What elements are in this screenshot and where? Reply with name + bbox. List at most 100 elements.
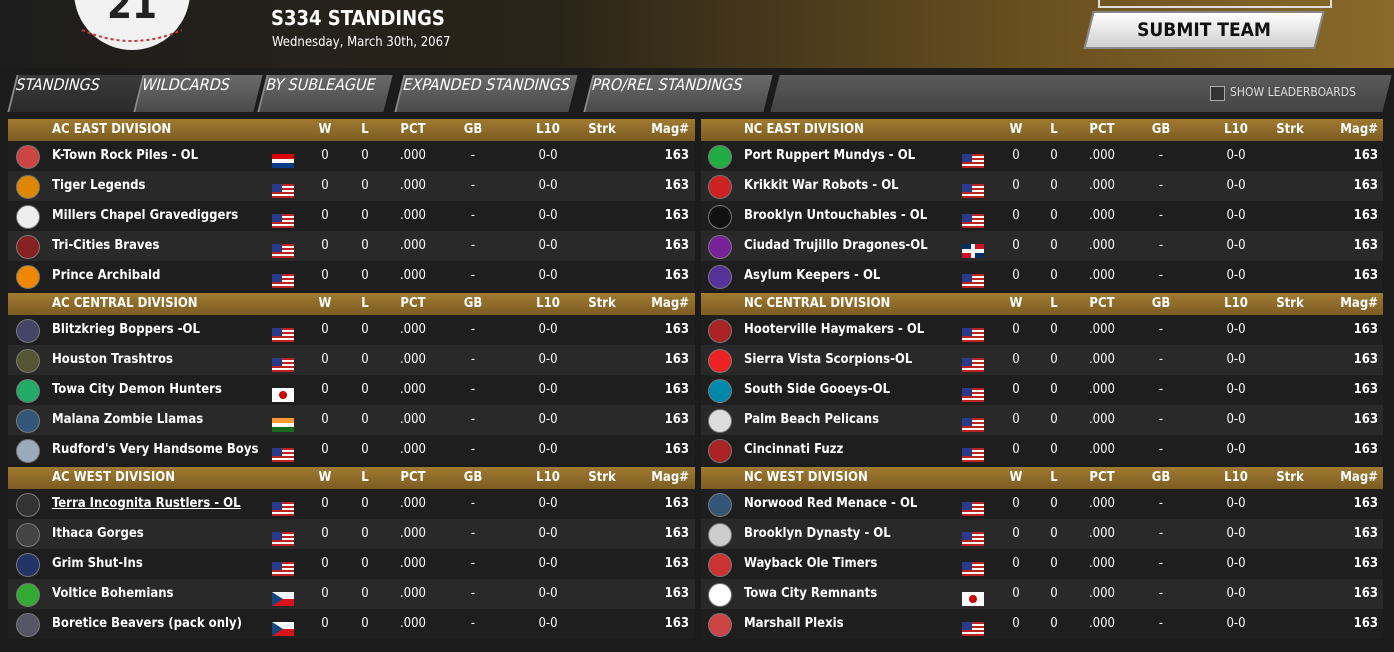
team-name[interactable]: Towa City Demon Hunters (52, 382, 222, 397)
stat-l: 0 (1050, 442, 1058, 457)
team-name[interactable]: Krikkit War Robots - OL (744, 178, 899, 193)
column-header: W (1009, 296, 1023, 311)
flag (272, 618, 294, 636)
team-name[interactable]: Marshall Plexis (744, 616, 844, 631)
column-header: PCT (1089, 470, 1115, 485)
submit-button[interactable]: SUBMIT TEAM (1083, 11, 1325, 49)
stat-w: 0 (321, 412, 329, 427)
stat-w: 0 (321, 238, 329, 253)
flag (962, 180, 984, 198)
tab[interactable]: BY SUBLEAGUE (257, 75, 393, 112)
column-header: L10 (536, 122, 560, 137)
stat-w: 0 (1012, 208, 1020, 223)
stat-l10: 0-0 (538, 382, 558, 397)
team-row: Marshall Plexis 0 0 .000 - 0-0 163 (701, 609, 1383, 639)
team-logo (16, 523, 40, 547)
team-name[interactable]: Norwood Red Menace - OL (744, 496, 918, 511)
column-header: Mag# (1340, 296, 1378, 311)
team-name[interactable]: Malana Zombie Llamas (52, 412, 204, 427)
team-row: Tiger Legends 0 0 .000 - 0-0 163 (8, 171, 695, 201)
team-name[interactable]: Cincinnati Fuzz (744, 442, 844, 457)
team-logo (708, 379, 732, 403)
stat-l10: 0-0 (1226, 556, 1246, 571)
stat-gb: - (1158, 412, 1164, 427)
team-name[interactable]: Voltice Bohemians (52, 586, 174, 601)
team-name[interactable]: Brooklyn Dynasty - OL (744, 526, 891, 541)
team-name[interactable]: Ciudad Trujillo Dragones-OL (744, 238, 928, 253)
team-name[interactable]: Palm Beach Pelicans (744, 412, 880, 427)
tab[interactable]: WILDCARDS (133, 75, 263, 112)
division-header: NC WEST DIVISION W L PCT GB L10 Strk Mag# (701, 467, 1383, 489)
stat-l: 0 (361, 382, 369, 397)
column-header: Mag# (1340, 122, 1378, 137)
column-header: GB (463, 122, 483, 137)
stat-mag: 163 (664, 352, 689, 367)
tab[interactable]: EXPANDED STANDINGS (394, 75, 578, 112)
stat-w: 0 (321, 586, 329, 601)
stat-l10: 0-0 (538, 586, 558, 601)
stat-w: 0 (321, 322, 329, 337)
team-name[interactable]: Tiger Legends (52, 178, 146, 193)
stat-w: 0 (1012, 496, 1020, 511)
stat-l: 0 (1050, 382, 1058, 397)
stat-pct: .000 (1088, 178, 1116, 193)
team-name[interactable]: Millers Chapel Gravediggers (52, 208, 239, 223)
button-frame (1098, 0, 1332, 8)
team-name[interactable]: Brooklyn Untouchables - OL (744, 208, 928, 223)
tab-label: BY SUBLEAGUE (263, 75, 378, 94)
flag (272, 528, 294, 546)
stat-l10: 0-0 (1226, 496, 1246, 511)
team-row: Brooklyn Untouchables - OL 0 0 .000 - 0-0 163 (701, 201, 1383, 231)
stat-w: 0 (1012, 148, 1020, 163)
stat-gb: - (1158, 178, 1164, 193)
team-logo (16, 379, 40, 403)
team-row: Voltice Bohemians 0 0 .000 - 0-0 163 (8, 579, 695, 609)
team-name[interactable]: Hooterville Haymakers - OL (744, 322, 925, 337)
stat-w: 0 (321, 268, 329, 283)
team-name[interactable]: Blitzkrieg Boppers -OL (52, 322, 200, 337)
tab-label: PRO/REL STANDINGS (589, 75, 745, 94)
team-name[interactable]: Ithaca Gorges (52, 526, 144, 541)
stat-l: 0 (1050, 496, 1058, 511)
team-row: Cincinnati Fuzz 0 0 .000 - 0-0 163 (701, 435, 1383, 465)
team-logo (708, 319, 732, 343)
team-name[interactable]: Terra Incognita Rustlers - OL (52, 496, 241, 511)
tab[interactable]: PRO/REL STANDINGS (583, 75, 773, 112)
tab[interactable]: STANDINGS (7, 75, 143, 112)
flag (962, 444, 984, 462)
stat-mag: 163 (1353, 586, 1378, 601)
stat-l: 0 (1050, 322, 1058, 337)
team-name[interactable]: Wayback Ole Timers (744, 556, 878, 571)
team-logo (708, 235, 732, 259)
leaderboards-label[interactable]: SHOW LEADERBOARDS (1230, 85, 1356, 99)
team-name[interactable]: Rudford's Very Handsome Boys (52, 442, 259, 457)
team-logo (708, 439, 732, 463)
stat-l: 0 (1050, 556, 1058, 571)
team-name[interactable]: Sierra Vista Scorpions-OL (744, 352, 913, 367)
stat-pct: .000 (1088, 208, 1116, 223)
stat-l10: 0-0 (538, 208, 558, 223)
stat-w: 0 (321, 442, 329, 457)
team-name[interactable]: Grim Shut-Ins (52, 556, 143, 571)
team-name[interactable]: Towa City Remnants (744, 586, 878, 601)
team-name[interactable]: Asylum Keepers - OL (744, 268, 881, 283)
team-name[interactable]: Port Ruppert Mundys - OL (744, 148, 916, 163)
stat-l10: 0-0 (1226, 526, 1246, 541)
stat-pct: .000 (399, 526, 427, 541)
stat-gb: - (1158, 586, 1164, 601)
stat-l10: 0-0 (538, 412, 558, 427)
team-name[interactable]: K-Town Rock Piles - OL (52, 148, 199, 163)
stat-mag: 163 (664, 526, 689, 541)
stat-w: 0 (1012, 352, 1020, 367)
team-name[interactable]: Boretice Beavers (pack only) (52, 616, 243, 631)
team-name[interactable]: South Side Gooeys-OL (744, 382, 891, 397)
team-name[interactable]: Tri-Cities Braves (52, 238, 160, 253)
stat-pct: .000 (399, 496, 427, 511)
flag (962, 150, 984, 168)
stat-gb: - (470, 238, 476, 253)
stat-pct: .000 (1088, 382, 1116, 397)
team-name[interactable]: Prince Archibald (52, 268, 161, 283)
team-name[interactable]: Houston Trashtros (52, 352, 174, 367)
stat-pct: .000 (1088, 496, 1116, 511)
checkbox[interactable] (1210, 86, 1225, 101)
